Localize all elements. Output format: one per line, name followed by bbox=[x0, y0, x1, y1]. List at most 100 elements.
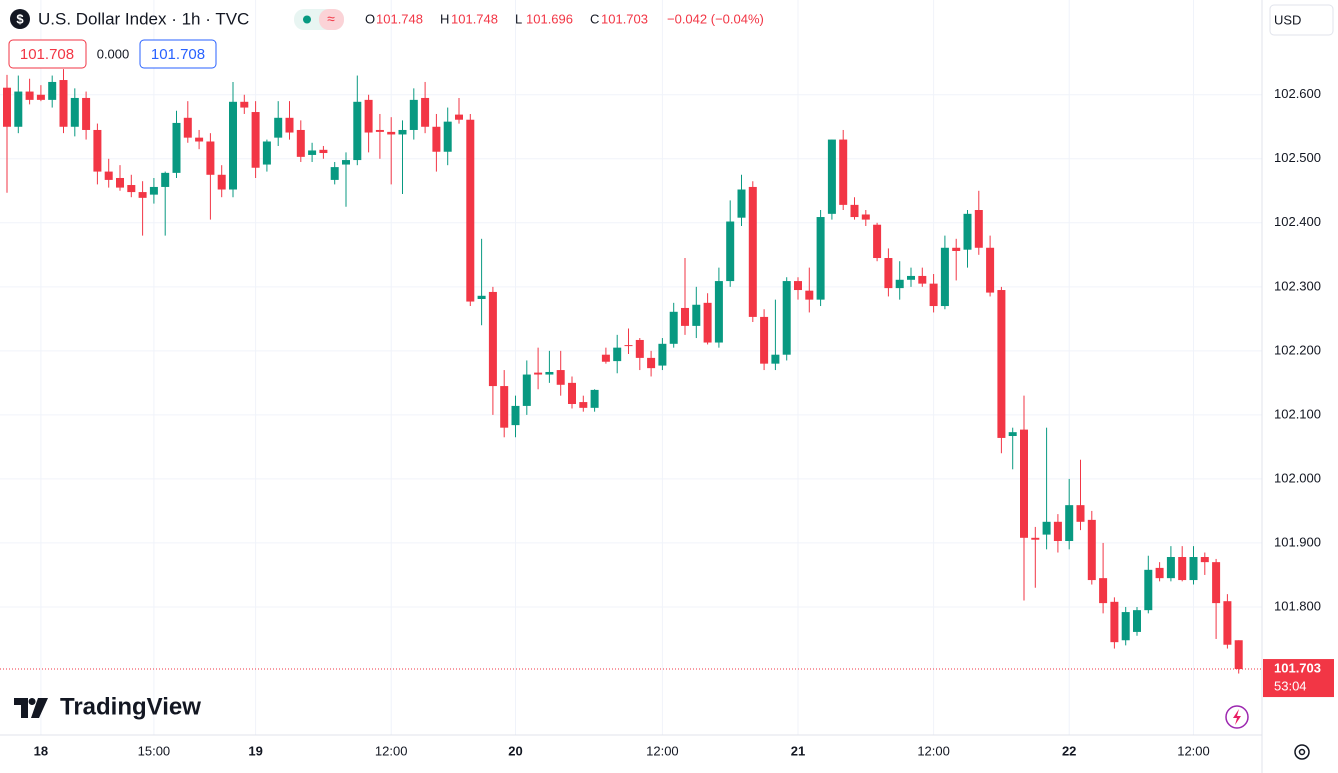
candle-body bbox=[805, 290, 814, 300]
candle-body bbox=[1178, 557, 1187, 581]
y-tick-label: 102.600 bbox=[1274, 86, 1321, 101]
y-tick-label: 102.500 bbox=[1274, 150, 1321, 165]
candle-body bbox=[635, 339, 644, 358]
candle-body bbox=[1189, 557, 1198, 581]
candle-body bbox=[907, 275, 915, 280]
settings-icon[interactable] bbox=[1294, 744, 1310, 760]
candle-body bbox=[545, 371, 554, 375]
symbol-title[interactable]: U.S. Dollar Index · 1h · TVC bbox=[38, 9, 249, 28]
symbol-icon-glyph: $ bbox=[16, 11, 24, 26]
candle-body bbox=[240, 101, 249, 108]
candle-body bbox=[1121, 612, 1130, 641]
candle-body bbox=[850, 204, 859, 218]
x-tick-label: 12:00 bbox=[375, 743, 408, 758]
candle-body bbox=[726, 221, 735, 282]
candle-body bbox=[590, 389, 599, 408]
symbol-icon bbox=[10, 9, 30, 29]
x-tick-label: 15:00 bbox=[138, 743, 171, 758]
ohlc-key: L bbox=[515, 11, 522, 26]
currency-button[interactable] bbox=[1269, 4, 1334, 36]
candle-body bbox=[601, 354, 610, 362]
candle-body bbox=[556, 370, 565, 385]
candle-body bbox=[330, 167, 339, 180]
candle-body bbox=[794, 281, 802, 291]
candle-body bbox=[229, 101, 237, 190]
ohlc-key: C bbox=[590, 11, 599, 26]
candle-body bbox=[149, 186, 158, 195]
candle-body bbox=[342, 160, 350, 165]
candle-body bbox=[624, 345, 633, 347]
y-tick-label: 102.100 bbox=[1274, 406, 1321, 421]
candle-body bbox=[1110, 601, 1119, 643]
candle-body bbox=[613, 347, 622, 362]
candle-body bbox=[36, 94, 45, 100]
candle-body bbox=[986, 247, 995, 293]
candle-body bbox=[1166, 557, 1175, 579]
y-tick-label: 102.300 bbox=[1274, 278, 1321, 293]
candle-body bbox=[918, 275, 927, 284]
y-tick-label: 101.900 bbox=[1274, 534, 1321, 549]
candle-body bbox=[1065, 505, 1074, 542]
candle-body bbox=[319, 149, 328, 154]
candle-body bbox=[398, 129, 407, 135]
candle-body bbox=[816, 217, 825, 300]
buy-price: 101.708 bbox=[151, 46, 205, 63]
candle-body bbox=[477, 295, 486, 299]
candle-body bbox=[1144, 569, 1153, 611]
candle-body bbox=[443, 121, 452, 152]
candle-body bbox=[522, 374, 531, 406]
market-badge-glyph: ≈ bbox=[327, 11, 335, 27]
candle-body bbox=[974, 210, 983, 248]
candle-body bbox=[206, 141, 215, 175]
sell-button[interactable] bbox=[8, 39, 87, 69]
candle-body bbox=[308, 150, 317, 155]
candle-body bbox=[1008, 432, 1017, 437]
candle-body bbox=[104, 171, 113, 180]
settings-icon-center bbox=[1298, 748, 1306, 756]
candle-body bbox=[172, 122, 181, 173]
candle-body bbox=[658, 343, 667, 366]
market-open-dot bbox=[303, 15, 311, 24]
candle-body bbox=[387, 131, 396, 135]
candle-body bbox=[997, 290, 1006, 438]
candle-body bbox=[70, 97, 79, 127]
candle-body bbox=[714, 281, 723, 343]
x-tick-label: 18 bbox=[34, 743, 48, 758]
x-tick-label: 12:00 bbox=[646, 743, 679, 758]
last-price-tag bbox=[1263, 659, 1334, 698]
candle-body bbox=[3, 87, 11, 127]
candle-body bbox=[488, 291, 497, 387]
candle-body bbox=[353, 101, 362, 161]
candle-body bbox=[1020, 429, 1028, 538]
change: −0.042 (−0.04%) bbox=[667, 11, 764, 26]
candle-body bbox=[669, 311, 678, 344]
candle-body bbox=[703, 302, 712, 343]
buy-button[interactable] bbox=[139, 39, 217, 69]
candle-body bbox=[455, 114, 463, 120]
ohlc-value: 101.748 bbox=[376, 11, 423, 26]
candle-body bbox=[82, 97, 91, 130]
candle-body bbox=[839, 139, 848, 205]
candle-body bbox=[1031, 537, 1040, 540]
candle-body bbox=[1133, 610, 1141, 632]
candle-body bbox=[647, 357, 656, 369]
candle-body bbox=[59, 80, 68, 127]
candle-body bbox=[1223, 601, 1232, 645]
candle-body bbox=[760, 316, 769, 364]
spread: 0.000 bbox=[97, 46, 130, 61]
candle-body bbox=[1234, 640, 1243, 670]
logo[interactable]: TradingView bbox=[60, 693, 201, 720]
candle-body bbox=[93, 129, 102, 172]
candle-body bbox=[217, 174, 226, 190]
market-badge[interactable] bbox=[319, 9, 344, 30]
ohlc-value: 101.748 bbox=[451, 11, 498, 26]
lightning-icon[interactable] bbox=[1225, 705, 1249, 729]
candle-body bbox=[534, 372, 543, 375]
candle-body bbox=[116, 177, 124, 188]
candle-body bbox=[466, 119, 475, 302]
x-tick-label: 12:00 bbox=[917, 743, 950, 758]
candle-body bbox=[364, 99, 373, 133]
candle-body bbox=[274, 117, 283, 138]
candle-body bbox=[25, 91, 34, 100]
candle-body bbox=[1099, 578, 1108, 604]
